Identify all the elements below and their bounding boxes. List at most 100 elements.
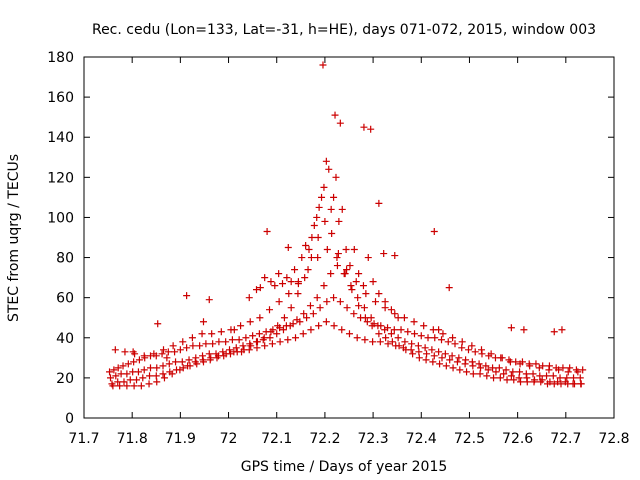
data-point (292, 334, 300, 342)
data-point (469, 362, 477, 370)
data-point (196, 342, 204, 350)
data-point (543, 372, 551, 380)
x-tick-label: 71.8 (117, 431, 148, 447)
data-point (260, 334, 268, 342)
data-point (316, 304, 324, 312)
data-point (205, 296, 213, 304)
data-point (438, 336, 446, 344)
data-point (381, 326, 389, 334)
data-point (153, 378, 161, 386)
data-point (563, 374, 571, 382)
data-point (556, 374, 564, 382)
y-axis-label: STEC from uqrg / TECUs (6, 154, 22, 322)
data-point (536, 372, 544, 380)
data-point (114, 364, 122, 372)
data-point (294, 290, 302, 298)
y-tick-label: 140 (47, 130, 74, 146)
data-point (279, 280, 287, 288)
data-point (313, 294, 321, 302)
chart-title: Rec. cedu (Lon=133, Lat=-31, h=HE), days… (92, 22, 596, 38)
data-point (338, 205, 346, 213)
data-point (372, 298, 379, 306)
data-point (350, 246, 358, 254)
data-point (458, 344, 466, 352)
data-point (106, 368, 114, 376)
data-point (487, 350, 495, 358)
data-point (222, 350, 230, 358)
data-point (306, 302, 314, 310)
data-point (152, 372, 160, 380)
data-point (199, 318, 207, 326)
y-tick-label: 20 (56, 371, 74, 387)
data-point (135, 356, 143, 364)
data-point (164, 348, 172, 356)
data-point (299, 330, 307, 338)
x-tick-label: 72 (220, 431, 238, 447)
data-point (429, 358, 437, 366)
x-tick-label: 72.1 (261, 431, 292, 447)
data-point (484, 366, 492, 374)
data-point (309, 310, 317, 318)
data-point (230, 326, 238, 334)
y-tick-label: 60 (56, 291, 74, 307)
data-point (375, 199, 383, 207)
data-point (428, 346, 436, 354)
data-point (550, 328, 558, 336)
data-point (453, 358, 461, 366)
data-point (381, 304, 389, 312)
data-point (333, 262, 341, 270)
data-point (330, 322, 338, 330)
data-point (163, 354, 171, 362)
data-point (153, 364, 161, 372)
data-point (520, 326, 528, 334)
x-tick-label: 72.7 (550, 431, 581, 447)
data-point (391, 310, 399, 318)
data-point (333, 254, 341, 262)
data-point (313, 213, 321, 221)
data-point (112, 372, 120, 380)
data-point (302, 242, 310, 250)
data-point (338, 326, 346, 334)
data-point (535, 364, 543, 372)
data-point (545, 366, 553, 374)
data-point (424, 334, 432, 342)
data-point (461, 360, 469, 368)
data-point (394, 314, 402, 322)
axes (83, 56, 615, 419)
data-point (323, 298, 331, 306)
data-point (554, 378, 562, 386)
data-point (159, 370, 167, 378)
data-point (334, 250, 342, 258)
data-point (176, 366, 184, 374)
data-point (559, 364, 567, 372)
data-point (191, 358, 199, 366)
data-point (176, 346, 184, 354)
data-point (579, 366, 587, 374)
data-point (477, 364, 485, 372)
data-point (171, 348, 179, 356)
y-tick-label: 160 (47, 90, 74, 106)
x-tick-label: 71.9 (165, 431, 196, 447)
data-point (198, 330, 206, 338)
data-point (417, 332, 425, 340)
data-point (146, 364, 154, 372)
data-point (159, 362, 167, 370)
data-point (230, 348, 238, 356)
data-point (330, 294, 338, 302)
data-point (285, 290, 293, 298)
data-point (293, 316, 301, 324)
data-point (387, 330, 395, 338)
data-point (263, 227, 271, 235)
data-point (232, 344, 240, 352)
data-point (369, 338, 377, 346)
data-point (503, 376, 511, 384)
data-point (414, 342, 422, 350)
data-point (169, 342, 177, 350)
data-point (335, 217, 343, 225)
data-point (384, 340, 392, 348)
data-point (150, 350, 158, 358)
data-point (397, 326, 405, 334)
data-point (308, 234, 316, 241)
data-point (140, 366, 148, 374)
